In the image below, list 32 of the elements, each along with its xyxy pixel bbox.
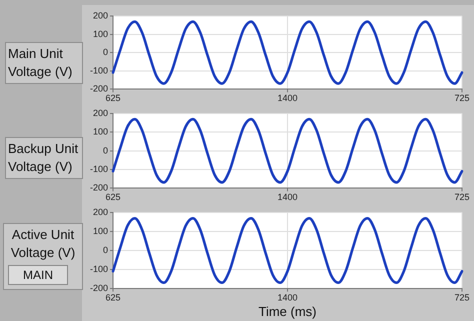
x-tick-label: 725 xyxy=(454,93,470,104)
y-tick-label: -100 xyxy=(90,164,108,174)
y-tick-label: -100 xyxy=(90,65,108,76)
line-series xyxy=(112,20,464,85)
y-tick-label: 0 xyxy=(103,145,108,156)
x-tick-label: 625 xyxy=(106,93,121,104)
y-tick-label: 200 xyxy=(92,10,108,20)
y-axis-title: Main Unit Voltage (V) xyxy=(8,45,80,81)
y-tick-label: 200 xyxy=(92,206,108,217)
x-tick-label: 725 xyxy=(454,292,470,302)
y-tick-label: -200 xyxy=(90,283,108,294)
line-series xyxy=(112,217,464,284)
x-axis-title: Time (ms) xyxy=(258,304,317,319)
text: MAIN xyxy=(8,265,68,285)
x-tick-label: 1400 xyxy=(277,192,298,202)
y-tick-label: 0 xyxy=(103,47,108,58)
x-tick-label: 725 xyxy=(454,192,470,202)
y-tick-label: 0 xyxy=(103,244,108,255)
x-tick-label: 1400 xyxy=(277,93,298,104)
y-tick-label: -200 xyxy=(90,182,108,193)
y-tick-label: 100 xyxy=(92,226,108,236)
x-tick-label: 625 xyxy=(106,192,121,202)
y-tick-label: 100 xyxy=(92,28,108,39)
y-axis-title: Active Unit Voltage (V) xyxy=(10,226,76,262)
x-tick-label: 1400 xyxy=(277,292,298,302)
y-tick-label: 200 xyxy=(92,108,108,118)
line-series xyxy=(112,118,464,184)
y-tick-label: -100 xyxy=(90,264,108,274)
y-tick-label: 100 xyxy=(92,126,108,137)
y-axis-title: Backup Unit Voltage (V) xyxy=(8,140,80,176)
y-tick-label: -200 xyxy=(90,84,108,94)
x-tick-label: 625 xyxy=(106,292,121,302)
